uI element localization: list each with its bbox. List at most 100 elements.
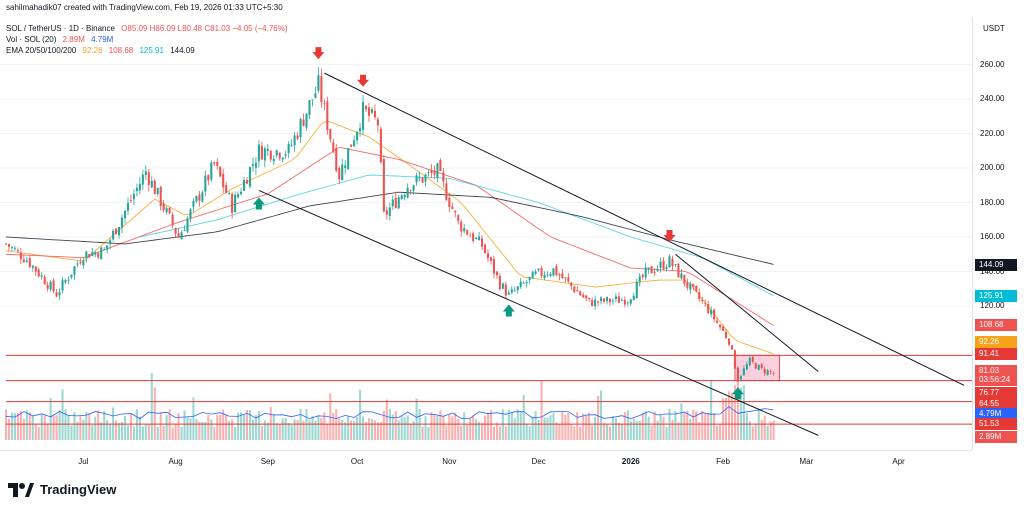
legend-ohlc: O85.09 H86.09 L80.48 C81.03 −4.05 (−4.76…: [121, 24, 288, 33]
candle-up: [680, 273, 683, 279]
candle-up: [344, 165, 347, 169]
volume-bar-down: [724, 397, 728, 440]
volume-bar-down: [460, 425, 463, 440]
candle-up: [403, 194, 406, 198]
candle-down: [177, 233, 180, 238]
ema100-line: [139, 174, 774, 297]
candle-up: [254, 162, 257, 168]
candle-down: [79, 262, 82, 264]
volume-bar-down: [88, 413, 91, 440]
volume-bar-up: [629, 421, 632, 440]
price-axis-label: 03:56:24: [975, 374, 1017, 386]
candle-down: [430, 170, 433, 173]
candle-up: [308, 100, 311, 115]
volume-bar-up: [626, 410, 629, 440]
volume-bar-up: [144, 424, 147, 440]
candle-down: [602, 298, 606, 302]
candle-down: [198, 194, 201, 201]
candle-down: [457, 215, 460, 221]
volume-bar-down: [448, 414, 451, 440]
candle-down: [338, 167, 341, 180]
candle-down: [278, 152, 281, 159]
candle-up: [668, 256, 671, 268]
volume-bar-up: [272, 413, 275, 440]
volume-bar-up: [644, 411, 647, 440]
candle-down: [576, 290, 579, 292]
candle-up: [611, 300, 615, 302]
volume-bar-down: [385, 399, 388, 440]
candle-down: [567, 277, 570, 282]
volume-bar-down: [722, 398, 725, 440]
candle-down: [701, 300, 704, 302]
volume-bar-up: [76, 421, 79, 440]
volume-bar-up: [138, 416, 141, 440]
candle-up: [353, 140, 356, 147]
candle-up: [475, 237, 478, 239]
volume-bar-down: [153, 387, 156, 440]
volume-bar-down: [296, 420, 299, 440]
volume-bar-up: [766, 425, 769, 440]
candle-down: [46, 284, 49, 289]
volume-bar-down: [730, 392, 734, 440]
candle-up: [85, 251, 88, 259]
volume-bar-down: [28, 412, 31, 440]
candle-up: [305, 113, 308, 128]
volume-bar-down: [701, 410, 704, 440]
time-tick-label: Nov: [442, 457, 457, 466]
volume-bar-down: [222, 409, 225, 440]
candle-up: [635, 281, 638, 298]
tradingview-logo[interactable]: TradingView: [8, 482, 116, 497]
volume-bar-down: [495, 422, 498, 440]
ema20-line: [5, 120, 774, 355]
candle-up: [528, 276, 531, 280]
candle-down: [448, 197, 451, 207]
volume-bar-down: [216, 414, 219, 440]
volume-bar-down: [7, 418, 11, 440]
volume-bar-down: [469, 418, 472, 440]
candle-up: [103, 249, 106, 250]
candle-down: [564, 277, 567, 279]
legend-volume-row[interactable]: Vol · SOL (20) 2.89M 4.79M: [6, 35, 117, 44]
candle-up: [644, 267, 647, 278]
price-axis-label: 4.79M: [975, 408, 1017, 420]
volume-bar-up: [347, 416, 350, 440]
candle-up: [91, 252, 94, 256]
candle-down: [504, 284, 507, 296]
legend-ema50: 108.68: [108, 46, 134, 55]
candle-up: [192, 200, 195, 207]
candle-down: [713, 309, 716, 320]
candle-down: [724, 331, 728, 339]
legend-vol-value: 2.89M: [62, 35, 85, 44]
volume-bar-down: [716, 425, 719, 440]
candle-up: [478, 236, 481, 241]
time-axis-line: [0, 450, 972, 451]
candle-down: [442, 172, 445, 182]
volume-bar-up: [463, 412, 466, 440]
volume-bar-down: [350, 420, 353, 440]
volume-bar-up: [611, 416, 615, 440]
volume-bar-up: [427, 426, 430, 440]
candle-down: [55, 292, 58, 297]
volume-bar-up: [10, 412, 13, 440]
volume-bar-up: [195, 419, 198, 440]
volume-bar-up: [656, 420, 659, 440]
candle-down: [763, 368, 766, 374]
candle-down: [4, 243, 8, 245]
candle-down: [769, 371, 772, 373]
volume-bar-down: [650, 425, 653, 440]
legend-ema-row[interactable]: EMA 20/50/100/200 92.26 108.68 125.91 14…: [6, 46, 199, 55]
legend-symbol-row[interactable]: SOL / TetherUS · 1D · Binance O85.09 H86…: [6, 24, 292, 33]
tradingview-logo-icon: [8, 482, 34, 497]
candle-up: [49, 281, 52, 290]
volume-bar-down: [326, 424, 329, 440]
volume-bar-down: [278, 423, 281, 440]
volume-bar-down: [338, 418, 341, 440]
volume-bar-up: [31, 415, 34, 440]
candle-up: [665, 267, 668, 269]
candle-up: [397, 197, 400, 209]
volume-bar-down: [617, 422, 620, 440]
volume-bar-down: [445, 425, 448, 440]
candle-up: [638, 276, 641, 283]
candle-down: [716, 320, 719, 323]
